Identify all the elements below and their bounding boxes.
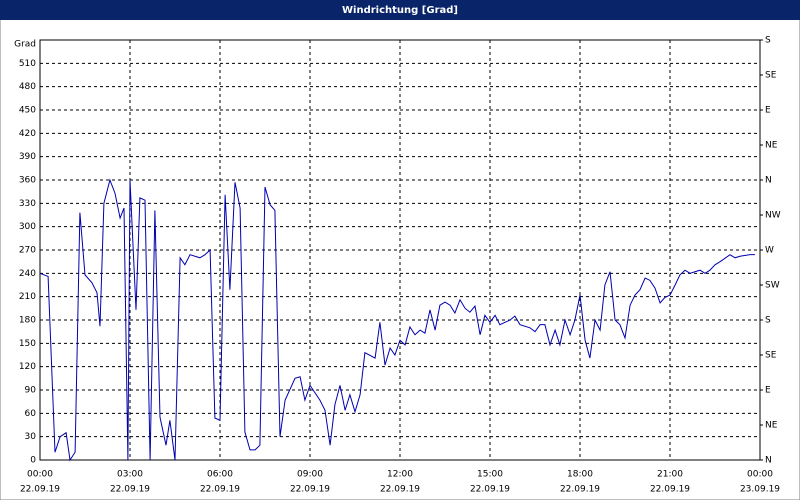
- y2-tick-label: N: [765, 456, 772, 466]
- y2-tick-label: W: [765, 246, 774, 256]
- y2-tick-label: SE: [765, 71, 777, 81]
- x-tick-label: 21:00: [657, 470, 683, 480]
- y2-tick-label: NE: [765, 421, 778, 431]
- y2-tick-label: S: [765, 36, 771, 46]
- y2-tick-label: SW: [765, 281, 780, 291]
- title-bar: [0, 0, 800, 20]
- x-tick-label: 12:00: [387, 470, 413, 480]
- y-tick-label: 90: [25, 386, 37, 396]
- y-tick-label: 360: [19, 176, 36, 186]
- y-tick-label: 180: [19, 316, 36, 326]
- y-tick-label: 270: [19, 246, 36, 256]
- y-tick-label: 60: [25, 409, 37, 419]
- x-tick-label: 00:00: [747, 470, 773, 480]
- x-tick-label: 18:00: [567, 470, 593, 480]
- x-tick-label: 06:00: [207, 470, 233, 480]
- x-tick-date: 22.09.19: [650, 485, 690, 495]
- y2-tick-label: S: [765, 316, 771, 326]
- y2-tick-label: SE: [765, 351, 777, 361]
- y2-tick-label: NE: [765, 141, 778, 151]
- y-tick-label: 30: [25, 432, 37, 442]
- y-tick-label: 300: [19, 222, 36, 232]
- x-tick-date: 22.09.19: [560, 485, 600, 495]
- x-tick-date: 22.09.19: [380, 485, 420, 495]
- y-tick-label: 420: [19, 129, 36, 139]
- x-tick-label: 03:00: [117, 470, 143, 480]
- y2-tick-label: E: [765, 386, 771, 396]
- y-tick-label: 150: [19, 339, 36, 349]
- x-tick-date: 22.09.19: [290, 485, 330, 495]
- y-tick-label: 480: [19, 82, 36, 92]
- y-tick-label: 390: [19, 152, 36, 162]
- y-axis-label: Grad: [14, 40, 36, 50]
- x-tick-label: 15:00: [477, 470, 503, 480]
- y-tick-label: 510: [19, 59, 36, 69]
- x-tick-label: 09:00: [297, 470, 323, 480]
- x-tick-date: 22.09.19: [110, 485, 150, 495]
- x-tick-date: 22.09.19: [470, 485, 510, 495]
- x-tick-label: 00:00: [27, 470, 53, 480]
- y-tick-label: 0: [30, 456, 36, 466]
- y-tick-label: 210: [19, 292, 36, 302]
- data-line: [39, 178, 755, 462]
- y-tick-label: 330: [19, 199, 36, 209]
- y2-tick-label: E: [765, 106, 771, 116]
- chart-title: Windrichtung [Grad]: [342, 5, 458, 16]
- y-tick-label: 120: [19, 362, 36, 372]
- x-tick-date: 22.09.19: [200, 485, 240, 495]
- y-tick-label: 240: [19, 269, 36, 279]
- x-tick-date: 22.09.19: [20, 485, 60, 495]
- x-tick-date: 23.09.19: [740, 485, 780, 495]
- y2-tick-label: N: [765, 176, 772, 186]
- y2-tick-label: NW: [765, 211, 781, 221]
- y-tick-label: 450: [19, 106, 36, 116]
